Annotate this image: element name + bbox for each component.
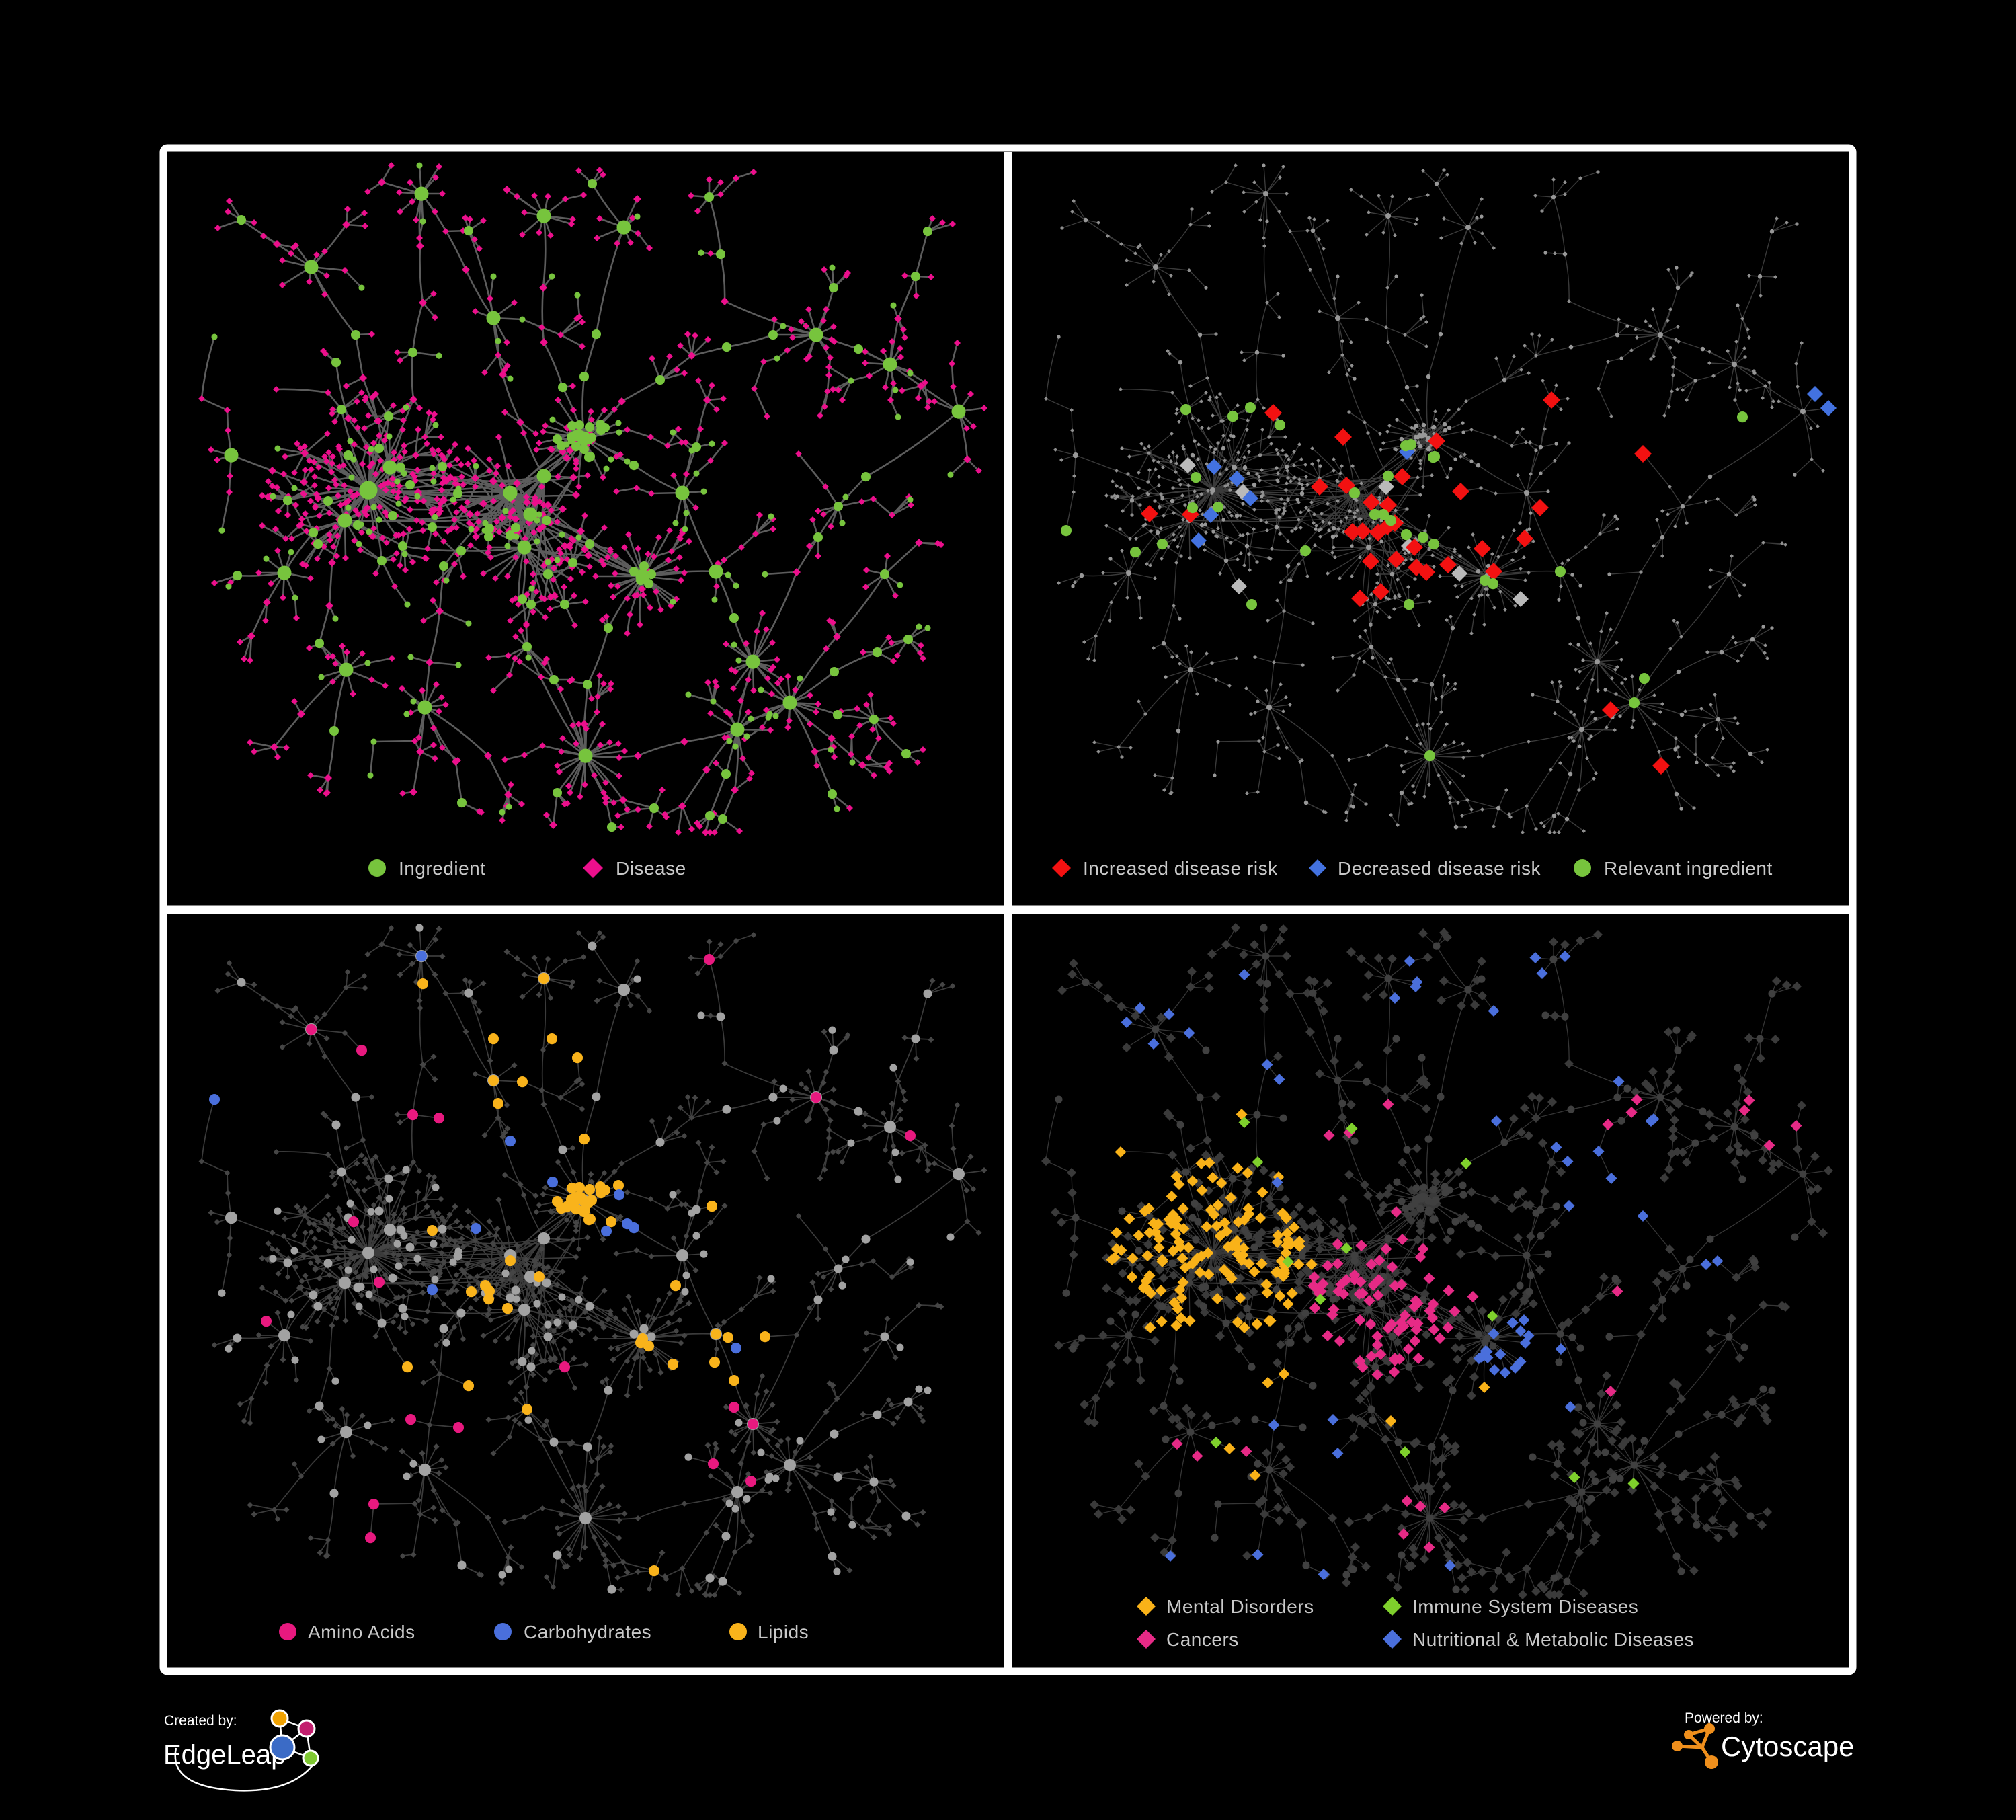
svg-text:Nutritional & Metabolic Diseas: Nutritional & Metabolic Diseases <box>1412 1629 1694 1650</box>
svg-text:Decreased disease risk: Decreased disease risk <box>1338 858 1541 879</box>
svg-text:Lipids: Lipids <box>758 1622 809 1643</box>
svg-text:Relevant ingredient: Relevant ingredient <box>1604 858 1773 879</box>
svg-text:Ingredient: Ingredient <box>399 858 486 879</box>
svg-text:Cancers: Cancers <box>1166 1629 1239 1650</box>
svg-text:Cytoscape: Cytoscape <box>1721 1731 1854 1762</box>
svg-text:Mental Disorders: Mental Disorders <box>1166 1596 1314 1617</box>
svg-text:Amino Acids: Amino Acids <box>308 1622 415 1643</box>
svg-text:EdgeLeap: EdgeLeap <box>163 1740 286 1770</box>
svg-text:Created by:: Created by: <box>164 1713 237 1729</box>
svg-text:Powered by:: Powered by: <box>1685 1710 1763 1726</box>
svg-text:Immune System Diseases: Immune System Diseases <box>1412 1596 1638 1617</box>
svg-text:Increased disease risk: Increased disease risk <box>1083 858 1278 879</box>
svg-text:Carbohydrates: Carbohydrates <box>524 1622 651 1643</box>
svg-text:Disease: Disease <box>616 858 686 879</box>
